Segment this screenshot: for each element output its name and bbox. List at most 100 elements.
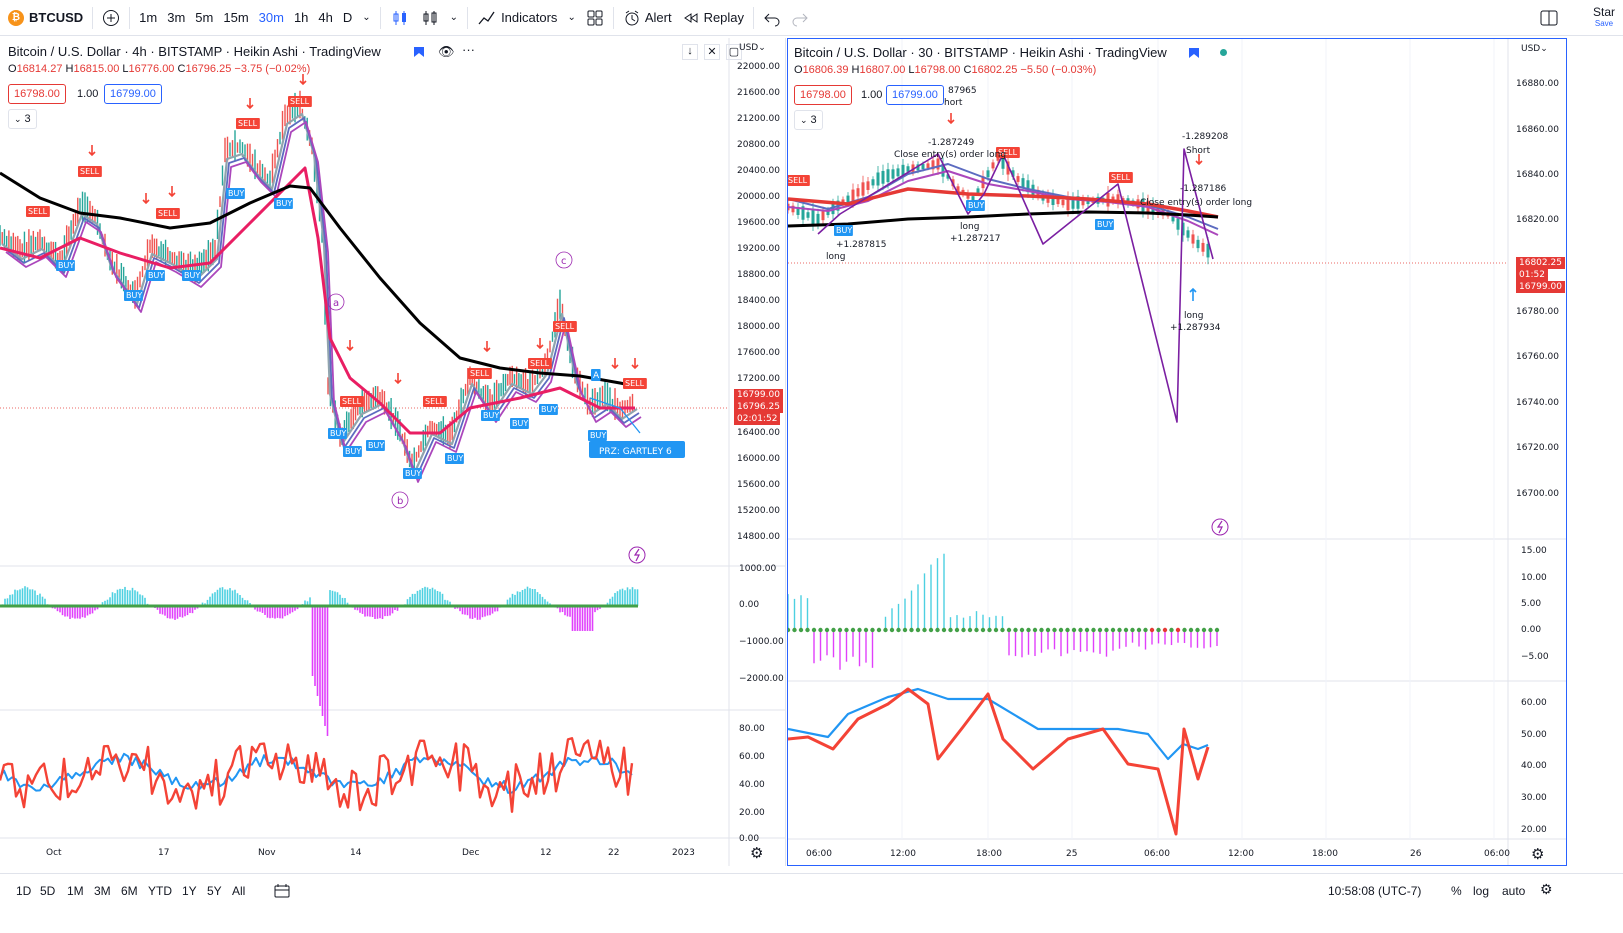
interval-dropdown-chevron-icon[interactable]: ⌄ — [362, 12, 371, 23]
left-chart-pane[interactable]: SELL SELL SELL SELL SELL SELL SELL SELL SELL SELL… — [0, 38, 786, 866]
auto-toggle[interactable]: auto — [1502, 884, 1526, 898]
candle-type-icon[interactable] — [385, 0, 415, 36]
scale-settings-gear-icon[interactable]: ⚙ — [1540, 881, 1553, 897]
right-rsi-signal-line — [788, 687, 1209, 761]
left-legend-more-icon[interactable]: ··· — [462, 42, 475, 57]
right-legend-status-dot-icon — [1220, 49, 1227, 56]
right-osc-tick: 15.00 — [1521, 546, 1547, 556]
indicators-chevron-icon[interactable]: ⌄ — [567, 12, 576, 23]
left-legend-eye-icon[interactable]: 👁 — [438, 44, 455, 59]
layout-grid-icon[interactable] — [581, 0, 609, 36]
buy-signal-label: BUY — [345, 447, 361, 456]
left-price-tick: 17600.00 — [737, 348, 780, 358]
right-ma-purple — [788, 170, 1219, 236]
replay-button[interactable]: Replay — [677, 0, 749, 36]
left-maximize-icon[interactable]: ▢ — [726, 44, 742, 60]
right-osc-dot — [967, 627, 973, 633]
range-3M[interactable]: 3M — [94, 884, 111, 898]
clock-timezone[interactable]: 10:58:08 (UTC-7) — [1328, 884, 1422, 898]
left-osc-tick: −2000.00 — [739, 674, 784, 684]
right-buy-price-button[interactable]: 16799.00 — [886, 85, 944, 105]
left-close-icon[interactable]: ✕ — [704, 44, 720, 60]
range-1M[interactable]: 1M — [67, 884, 84, 898]
log-toggle[interactable]: log — [1473, 884, 1490, 898]
bar-style-icon[interactable] — [415, 0, 445, 36]
sell-arrow-icon — [299, 74, 307, 86]
right-trade-annotation: Short — [1186, 146, 1211, 156]
right-collapse-indicators-button[interactable]: ⌄ 3 — [794, 110, 823, 130]
right-time-tick: 06:00 — [1144, 849, 1170, 859]
lightning-icon[interactable] — [628, 546, 646, 564]
left-bar-countdown-tag: 02:01:52 — [734, 413, 781, 425]
interval-3m[interactable]: 3m — [167, 10, 186, 25]
right-trade-annotation: +1.287217 — [950, 234, 1000, 244]
interval-4h[interactable]: 4h — [318, 10, 333, 25]
right-sell-price-button[interactable]: 16798.00 — [794, 85, 852, 105]
right-time-tick: 12:00 — [890, 849, 916, 859]
right-legend-flag-icon[interactable] — [1189, 48, 1199, 58]
sell-signal-label-bg — [788, 175, 810, 186]
harmonic-prz-label: PRZ: GARTLEY 6 — [599, 447, 672, 457]
sell-signal-label-bg — [26, 206, 50, 217]
range-1Y[interactable]: 1Y — [182, 884, 197, 898]
range-5Y[interactable]: 5Y — [207, 884, 222, 898]
left-chart-canvas[interactable]: SELL SELL SELL SELL SELL SELL SELL SELL SELL SELL… — [0, 38, 786, 866]
right-trade-annotation: long — [1184, 311, 1203, 321]
range-6M[interactable]: 6M — [121, 884, 138, 898]
right-osc-dot — [1208, 627, 1213, 633]
left-ma-purple — [5, 121, 642, 483]
range-YTD[interactable]: YTD — [148, 884, 172, 898]
interval-1m[interactable]: 1m — [139, 10, 158, 25]
lightning-icon[interactable] — [1211, 518, 1229, 536]
right-osc-dot — [1182, 627, 1187, 633]
right-settings-gear-icon[interactable]: ⚙ — [1531, 846, 1545, 863]
alert-button[interactable]: Alert — [618, 0, 677, 36]
chevron-down-icon: ⌄ — [1540, 44, 1548, 54]
buy-signal-label: BUY — [276, 199, 292, 208]
chevron-down-icon: ⌄ — [14, 113, 22, 124]
right-chart-pane[interactable]: SELL SELL SELL BUY BUY BUY 87965 hort -1.287249 C… — [787, 38, 1567, 866]
symbol-search[interactable]: ₿ BTCUSD — [0, 0, 88, 36]
left-collapse-indicators-button[interactable]: ⌄ 3 — [8, 109, 37, 129]
percent-toggle[interactable]: % — [1451, 884, 1462, 898]
indicators-button[interactable]: Indicators — [472, 0, 562, 36]
buy-signal-label-bg — [1095, 219, 1114, 230]
right-rsi-tick: 60.00 — [1521, 698, 1547, 708]
left-rsi-tick: 60.00 — [739, 752, 765, 762]
chart-style-chevron-icon[interactable]: ⌄ — [449, 12, 459, 23]
range-1D[interactable]: 1D — [16, 884, 32, 898]
range-5D[interactable]: 5D — [40, 884, 56, 898]
right-currency-label[interactable]: USD⌄ — [1521, 44, 1548, 54]
right-osc-dot — [1169, 627, 1174, 633]
range-All[interactable]: All — [232, 884, 246, 898]
bitcoin-icon: ₿ — [8, 9, 24, 26]
interval-D[interactable]: D — [342, 10, 353, 25]
star-save-button[interactable]: Star Save — [1588, 0, 1623, 36]
right-osc-dot — [1097, 627, 1103, 633]
interval-5m[interactable]: 5m — [195, 10, 214, 25]
left-buy-price-button[interactable]: 16799.00 — [104, 84, 162, 104]
buy-signal-label-bg — [539, 404, 558, 415]
buy-signal-label-bg — [481, 410, 500, 421]
interval-30m[interactable]: 30m — [258, 10, 284, 25]
right-osc-dot — [850, 627, 856, 633]
right-rsi-tick: 30.00 — [1521, 793, 1547, 803]
buy-signal-label: BUY — [447, 454, 463, 463]
interval-15m[interactable]: 15m — [223, 10, 249, 25]
layout-split-icon[interactable] — [1534, 0, 1564, 36]
goto-date-icon[interactable] — [274, 884, 290, 901]
redo-icon[interactable] — [786, 0, 814, 36]
left-settings-gear-icon[interactable]: ⚙ — [750, 845, 764, 862]
right-osc-dot — [1149, 627, 1155, 633]
left-sell-price-button[interactable]: 16798.00 — [8, 84, 66, 104]
compare-add-icon[interactable] — [97, 0, 125, 36]
harmonic-prz-box[interactable] — [589, 441, 685, 458]
left-scroll-down-icon[interactable]: ↓ — [682, 44, 698, 60]
left-currency-label[interactable]: USD⌄ — [739, 43, 766, 53]
buy-signal-label-bg — [343, 446, 362, 457]
right-chart-canvas[interactable]: SELL SELL SELL BUY BUY BUY 87965 hort -1.287249 C… — [788, 39, 1566, 865]
undo-icon[interactable] — [758, 0, 786, 36]
interval-1h[interactable]: 1h — [293, 10, 309, 25]
buy-signal-label-bg — [445, 453, 464, 464]
left-legend-flag-icon[interactable] — [414, 47, 424, 57]
